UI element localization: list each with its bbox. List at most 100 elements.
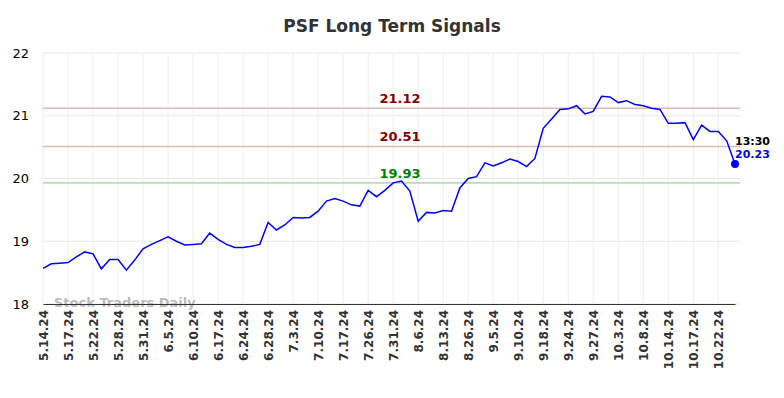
tick-label: 8.6.24 [412,310,426,353]
x-tick: 7.17.24 [337,304,351,361]
last-value-label: 20.23 [735,148,770,161]
x-tick: 6.28.24 [262,304,276,361]
tick-label: 5.17.24 [62,310,76,361]
tick-label: 5.22.24 [87,310,101,361]
tick-label: 8.13.24 [437,310,451,361]
x-tick: 5.31.24 [137,304,151,361]
grid-line [193,53,194,304]
signal-label: 20.51 [379,129,420,144]
x-tick: 8.13.24 [437,304,451,361]
signal-label: 19.93 [379,166,420,181]
x-tick: 8.6.24 [412,304,426,353]
tick-label: 5.31.24 [137,310,151,361]
x-tick: 10.17.24 [687,304,701,369]
x-tick: 7.3.24 [287,304,301,353]
grid [43,53,740,304]
grid-line [43,53,740,54]
tick-label: 10.14.24 [662,310,676,369]
y-tick: 18 [12,297,43,312]
x-tick: 9.10.24 [512,304,526,361]
y-tick: 19 [12,234,43,249]
tick-label: 10.3.24 [612,310,626,361]
y-tick: 21 [12,108,43,123]
tick-label: 9.24.24 [562,310,576,361]
tick-label: 8.26.24 [462,310,476,361]
grid-line [618,53,619,304]
grid-line [718,53,719,304]
signal-line [43,146,740,148]
price-line [43,96,735,270]
grid-line [268,53,269,304]
x-tick: 10.3.24 [612,304,626,361]
grid-line [143,53,144,304]
x-tick: 6.5.24 [162,304,176,353]
signal-label: 21.12 [379,91,420,106]
tick-label: 7.26.24 [362,310,376,361]
grid-line [68,53,69,304]
x-tick: 9.24.24 [562,304,576,361]
x-tick: 7.26.24 [362,304,376,361]
grid-line [118,53,119,304]
grid-line [368,53,369,304]
chart: PSF Long Term Signals Stock Traders Daily… [0,0,784,398]
tick-label: 19 [12,234,29,249]
y-tick: 22 [12,46,43,61]
tick-label: 7.17.24 [337,310,351,361]
tick-label: 5.28.24 [112,310,126,361]
grid-line [318,53,319,304]
plot [43,96,739,270]
tick-label: 10.8.24 [637,310,651,361]
x-tick: 5.17.24 [62,304,76,361]
grid-line [93,53,94,304]
tick-label: 10.17.24 [687,310,701,369]
tick-label: 9.10.24 [512,310,526,361]
signal-line [43,107,740,109]
tick-label: 9.27.24 [587,310,601,361]
tick-label: 6.28.24 [262,310,276,361]
grid-line [218,53,219,304]
x-tick: 5.22.24 [87,304,101,361]
tick-label: 6.10.24 [187,310,201,361]
x-tick: 9.5.24 [487,304,501,353]
grid-line [43,115,740,116]
tick-label: 10.22.24 [712,310,726,369]
grid-line [243,53,244,304]
grid-line [43,53,44,304]
x-tick: 7.10.24 [312,304,326,361]
grid-line [518,53,519,304]
x-tick: 7.31.24 [387,304,401,361]
x-tick: 10.14.24 [662,304,676,369]
x-tick: 10.22.24 [712,304,726,369]
tick-label: 9.18.24 [537,310,551,361]
x-tick: 6.10.24 [187,304,201,361]
grid-line [668,53,669,304]
grid-line [593,53,594,304]
x-tick: 5.28.24 [112,304,126,361]
tick-label: 7.31.24 [387,310,401,361]
grid-line [43,241,740,242]
tick-label: 7.3.24 [287,310,301,353]
tick-label: 6.24.24 [237,310,251,361]
tick-label: 22 [12,46,29,61]
grid-line [693,53,694,304]
watermark: Stock Traders Daily [54,295,196,310]
tick-label: 6.5.24 [162,310,176,353]
grid-line [343,53,344,304]
tick-label: 20 [12,171,29,186]
tick-label: 9.5.24 [487,310,501,353]
time-label: 13:30 [735,135,770,148]
x-tick: 8.26.24 [462,304,476,361]
grid-line [293,53,294,304]
grid-line [643,53,644,304]
x-tick: 6.17.24 [212,304,226,361]
tick-label: 21 [12,108,29,123]
last-point [731,160,739,168]
tick-label: 7.10.24 [312,310,326,361]
axis-line [44,304,736,305]
x-tick: 10.8.24 [637,304,651,361]
x-tick: 6.24.24 [237,304,251,361]
title: PSF Long Term Signals [283,16,501,36]
grid-line [543,53,544,304]
x-tick: 9.18.24 [537,304,551,361]
x-axis: 5.14.245.17.245.22.245.28.245.31.246.5.2… [37,304,736,369]
